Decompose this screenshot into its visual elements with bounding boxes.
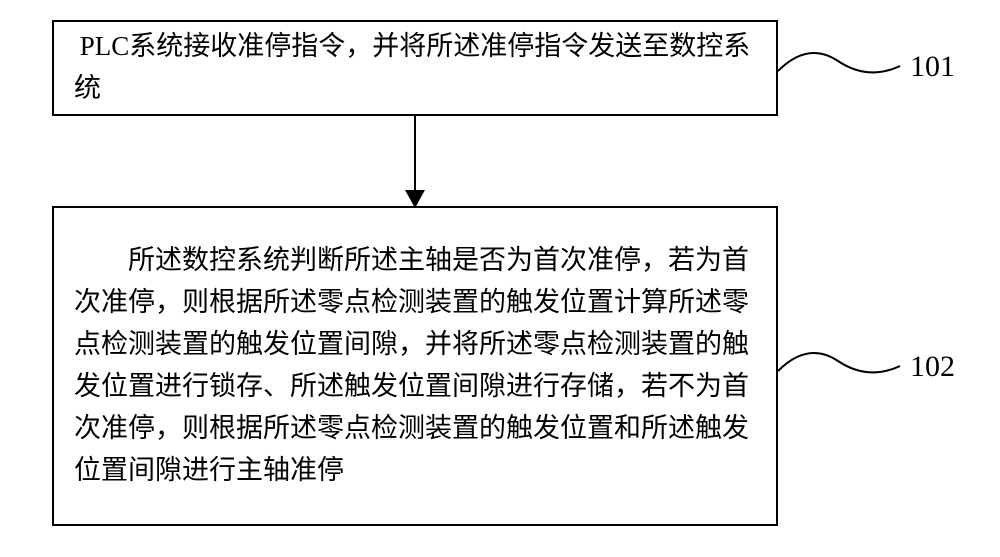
step-1-text: PLC系统接收准停指令，并将所述准停指令发送至数控系统: [74, 26, 756, 110]
arrow-line: [414, 116, 416, 192]
step-label-102: 102: [910, 350, 955, 384]
flowchart-step-2: 所述数控系统判断所述主轴是否为首次准停，若为首次准停，则根据所述零点检测装置的触…: [52, 206, 778, 526]
connector-curve-1: [778, 33, 903, 93]
step-2-text: 所述数控系统判断所述主轴是否为首次准停，若为首次准停，则根据所述零点检测装置的触…: [74, 240, 756, 491]
flowchart-step-1: PLC系统接收准停指令，并将所述准停指令发送至数控系统: [52, 20, 778, 116]
step-label-101: 101: [910, 50, 955, 84]
connector-curve-2: [778, 333, 903, 393]
flowchart-container: PLC系统接收准停指令，并将所述准停指令发送至数控系统 所述数控系统判断所述主轴…: [0, 0, 1000, 557]
